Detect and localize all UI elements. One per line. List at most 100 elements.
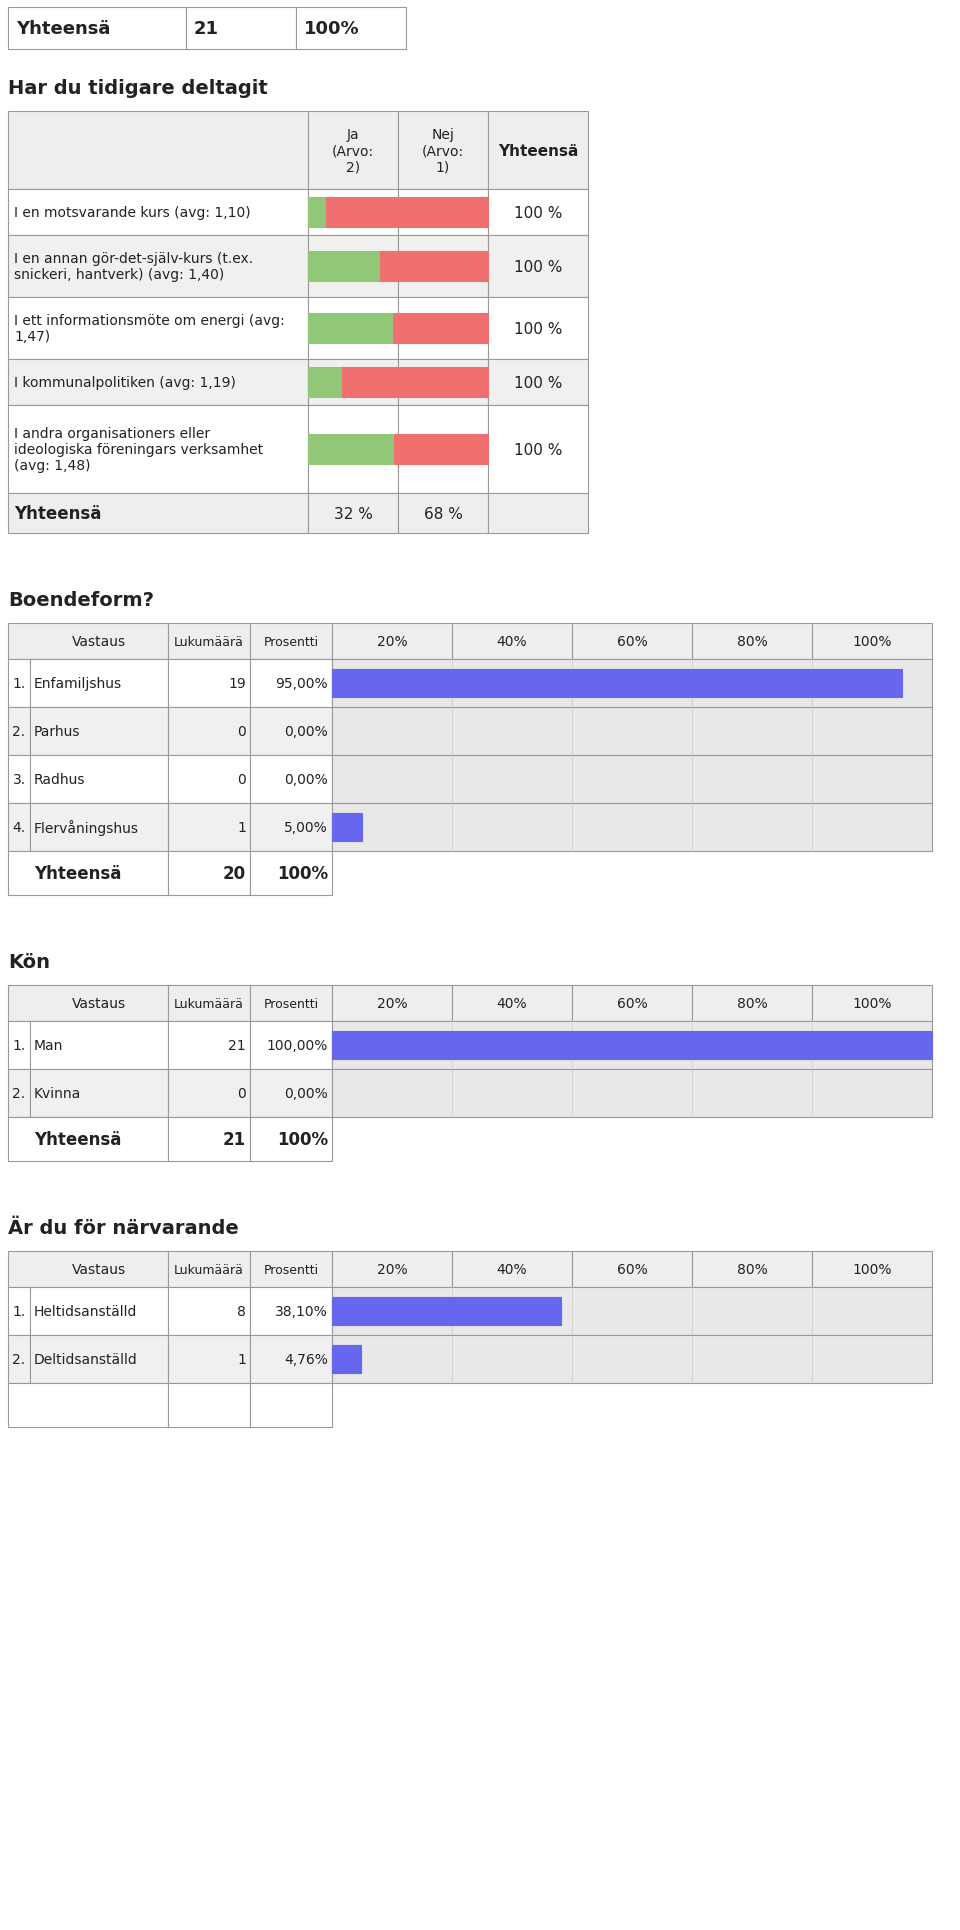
Bar xyxy=(398,359,488,405)
Bar xyxy=(332,1069,932,1117)
Text: Lukumäärä: Lukumäärä xyxy=(174,1262,244,1276)
Text: Kön: Kön xyxy=(8,951,50,971)
Bar xyxy=(332,1345,361,1374)
Text: 80%: 80% xyxy=(736,1262,767,1276)
Bar xyxy=(308,315,393,344)
Bar xyxy=(308,297,398,359)
Bar xyxy=(250,851,332,896)
Bar xyxy=(332,814,362,841)
Text: 0: 0 xyxy=(237,1087,246,1100)
Text: Yhteensä: Yhteensä xyxy=(14,506,102,523)
Bar xyxy=(488,297,588,359)
Text: 1.: 1. xyxy=(12,1038,26,1052)
Bar xyxy=(8,623,168,660)
Text: 21: 21 xyxy=(228,1038,246,1052)
Text: 0,00%: 0,00% xyxy=(284,772,328,787)
Bar xyxy=(308,359,398,405)
Text: 100 %: 100 % xyxy=(514,259,563,274)
Bar xyxy=(812,623,932,660)
Text: Kvinna: Kvinna xyxy=(34,1087,82,1100)
Bar xyxy=(250,757,332,803)
Bar xyxy=(452,623,572,660)
Bar xyxy=(398,189,488,235)
Bar xyxy=(398,112,488,189)
Text: 95,00%: 95,00% xyxy=(276,677,328,691)
Text: Har du tidigare deltagit: Har du tidigare deltagit xyxy=(8,79,268,97)
Bar xyxy=(572,623,692,660)
Bar xyxy=(8,1069,30,1117)
Bar xyxy=(488,189,588,235)
Bar xyxy=(488,235,588,297)
Text: Yhteensä: Yhteensä xyxy=(498,143,578,158)
Text: I en annan gör-det-själv-kurs (t.ex.
snickeri, hantverk) (avg: 1,40): I en annan gör-det-själv-kurs (t.ex. sni… xyxy=(14,251,253,282)
Bar xyxy=(250,623,332,660)
Text: I en motsvarande kurs (avg: 1,10): I en motsvarande kurs (avg: 1,10) xyxy=(14,207,251,220)
Text: 100%: 100% xyxy=(276,865,328,882)
Bar xyxy=(308,199,326,228)
Text: 0,00%: 0,00% xyxy=(284,724,328,739)
Bar xyxy=(168,1069,250,1117)
Bar xyxy=(8,359,308,405)
Bar xyxy=(380,253,488,282)
Bar xyxy=(168,623,250,660)
Text: 2.: 2. xyxy=(12,1353,26,1366)
Bar xyxy=(168,1117,250,1162)
Text: Vastaus: Vastaus xyxy=(72,1262,126,1276)
Bar xyxy=(393,315,488,344)
Bar xyxy=(332,623,452,660)
Text: 100 %: 100 % xyxy=(514,205,563,220)
Bar xyxy=(398,297,488,359)
Text: Lukumäärä: Lukumäärä xyxy=(174,635,244,648)
Text: 40%: 40% xyxy=(496,1262,527,1276)
Bar xyxy=(168,851,250,896)
Bar xyxy=(332,1287,932,1336)
Bar xyxy=(30,708,168,757)
Bar xyxy=(308,369,342,398)
Bar xyxy=(452,986,572,1021)
Text: 1: 1 xyxy=(237,820,246,834)
Bar xyxy=(250,708,332,757)
Text: 100 %: 100 % xyxy=(514,374,563,390)
Text: 100 %: 100 % xyxy=(514,320,563,336)
Bar xyxy=(250,660,332,708)
Text: Radhus: Radhus xyxy=(34,772,85,787)
Bar xyxy=(250,1117,332,1162)
Text: 80%: 80% xyxy=(736,996,767,1011)
Bar xyxy=(8,986,168,1021)
Bar xyxy=(8,803,30,851)
Bar xyxy=(296,8,406,50)
Text: 3.: 3. xyxy=(12,772,26,787)
Text: Boendeform?: Boendeform? xyxy=(8,591,154,610)
Bar xyxy=(168,708,250,757)
Bar xyxy=(168,803,250,851)
Bar xyxy=(398,235,488,297)
Bar xyxy=(332,708,932,757)
Text: 60%: 60% xyxy=(616,1262,647,1276)
Text: 40%: 40% xyxy=(496,635,527,648)
Bar xyxy=(8,1251,168,1287)
Text: 0: 0 xyxy=(237,724,246,739)
Text: Är du för närvarande: Är du för närvarande xyxy=(8,1218,239,1237)
Bar xyxy=(8,1117,168,1162)
Bar xyxy=(332,986,452,1021)
Bar xyxy=(8,660,30,708)
Text: 4,76%: 4,76% xyxy=(284,1353,328,1366)
Text: Vastaus: Vastaus xyxy=(72,996,126,1011)
Text: 100 %: 100 % xyxy=(514,442,563,457)
Bar xyxy=(8,1384,168,1428)
Bar xyxy=(8,494,308,535)
Text: Nej
(Arvo:
1): Nej (Arvo: 1) xyxy=(422,127,464,174)
Bar xyxy=(332,1031,932,1060)
Bar xyxy=(308,405,398,494)
Text: 100%: 100% xyxy=(852,996,892,1011)
Bar xyxy=(8,708,30,757)
Text: Prosentti: Prosentti xyxy=(263,1262,319,1276)
Bar xyxy=(168,757,250,803)
Text: I ett informationsmöte om energi (avg:
1,47): I ett informationsmöte om energi (avg: 1… xyxy=(14,315,285,344)
Text: 68 %: 68 % xyxy=(423,506,463,521)
Bar xyxy=(572,986,692,1021)
Bar xyxy=(250,1069,332,1117)
Text: Enfamiljshus: Enfamiljshus xyxy=(34,677,122,691)
Bar xyxy=(250,1251,332,1287)
Bar xyxy=(812,986,932,1021)
